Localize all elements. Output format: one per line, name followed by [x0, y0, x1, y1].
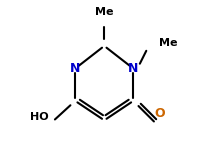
Text: Me: Me	[95, 7, 114, 17]
Text: Me: Me	[159, 38, 178, 48]
Text: N: N	[70, 62, 80, 75]
Text: O: O	[154, 107, 164, 120]
Text: HO: HO	[30, 112, 49, 122]
Text: N: N	[128, 62, 138, 75]
